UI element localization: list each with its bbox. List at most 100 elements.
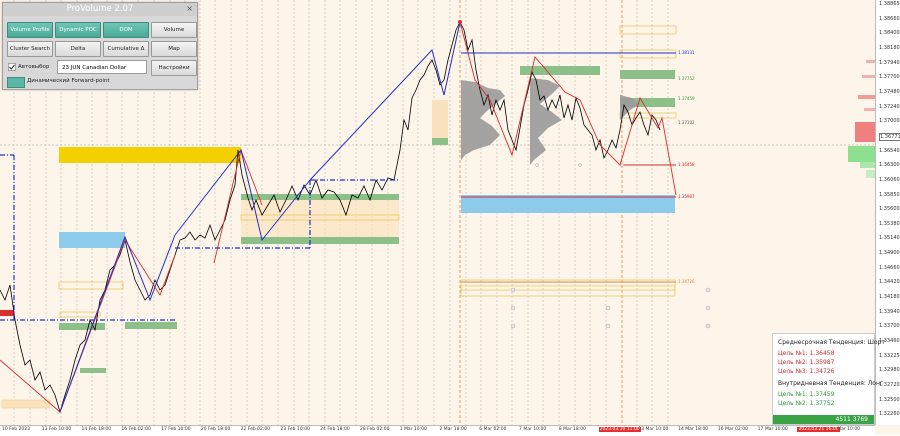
time-tick-label: 7 Mar 10:00	[519, 427, 547, 432]
delta-button[interactable]: Delta	[55, 41, 101, 57]
time-tick-label: 2023.03.10 11:00	[598, 427, 641, 432]
green-zone-8	[620, 98, 675, 107]
green-zone-1	[241, 237, 399, 244]
price-tick-label: 1.38400	[879, 30, 900, 37]
time-tick-label: 13 Feb 10:00	[41, 427, 72, 432]
pivot-markers	[510, 163, 711, 329]
cluster-search-button[interactable]: Cluster Search	[7, 41, 53, 57]
level-tag-red-1: 1.36458	[678, 162, 695, 167]
intraday-heading: Внутридневная Тенденция: Лонг	[778, 380, 884, 387]
price-tick-label: 1.34420	[879, 279, 900, 286]
volume-button[interactable]: Volume	[151, 22, 197, 38]
green-zone-2	[241, 194, 399, 200]
volume-profile-3	[620, 95, 640, 120]
price-tick-label: 1.33940	[879, 308, 900, 315]
price-tick-label: 1.37480	[879, 88, 900, 95]
price-tick-label: 1.32260	[879, 411, 900, 418]
price-tick-label: 1.33460	[879, 338, 900, 345]
yellow-outline-boxes	[58, 25, 677, 318]
time-tick-label: Mar 10:00	[837, 427, 861, 432]
price-tick-label: 1.38180	[879, 44, 900, 51]
intraday-target-2: Цель №2: 1.37752	[778, 400, 835, 407]
mid-target-1: Цель №1: 1.36458	[778, 350, 835, 357]
price-tick-label: 1.37240	[879, 103, 900, 110]
green-zone-9	[80, 368, 106, 373]
price-tick-label: 1.32980	[879, 367, 900, 374]
orange-zone-bottom	[1, 399, 51, 409]
chart-canvas[interactable]	[0, 0, 875, 425]
time-tick-label: 17 Mar 10:00	[757, 427, 788, 432]
time-tick-label: 17 Feb 10:00	[161, 427, 191, 432]
price-tick-label: 1.34180	[879, 294, 900, 301]
price-tick-label: 1.37000	[879, 118, 900, 125]
time-tick-label: 10 Feb 2023	[2, 427, 31, 432]
mid-target-2: Цель №2: 1.35987	[778, 359, 835, 366]
panel-title: ProVolume 2.07	[3, 3, 197, 16]
blue-trend-lines	[59, 21, 676, 413]
auto-select-checkbox-icon[interactable]	[8, 63, 16, 71]
time-tick-label: 2 Mar 18:00	[439, 427, 467, 432]
footer-bar: 4511 3769	[773, 415, 874, 424]
level-tag-red-2: 1.35987	[678, 194, 695, 199]
instrument-select[interactable]: 23 JUN Canadian Dollar	[57, 60, 147, 74]
time-axis[interactable]: 10 Feb 2023 13 Feb 10:00 14 Feb 18:00 16 Fe…	[0, 425, 875, 436]
intraday-target-1: Цель №1: 1.37459	[778, 391, 835, 398]
price-tick-label: 1.33700	[879, 323, 900, 330]
time-tick-label: 28 Feb 02:00	[359, 427, 390, 432]
dynamic-poc-button[interactable]: Dynamic POC	[55, 22, 101, 38]
time-tick-label: 8 Mar 18:00	[558, 427, 586, 432]
mid-term-heading: Среднесрочная Тенденция: Шорт	[778, 339, 885, 346]
map-button[interactable]: Map	[151, 41, 197, 57]
settings-button[interactable]: Настройки	[151, 60, 197, 76]
price-tick-label: 1.37940	[879, 59, 900, 66]
time-tick-label: 20 Feb 18:00	[200, 427, 231, 432]
green-zone-7	[620, 70, 675, 79]
volume-profile-button[interactable]: Volume Profile	[7, 22, 53, 38]
time-tick-label: 23 Feb 10:00	[280, 427, 310, 432]
price-tick-label: 1.35850	[879, 191, 900, 198]
level-tag-green-1: 1.37752	[678, 76, 695, 81]
time-tick-label: 14 Feb 18:00	[81, 427, 112, 432]
cumulative-delta-button[interactable]: Cumulative Δ	[103, 41, 149, 57]
level-tag-mid: 1.37102	[678, 120, 695, 125]
price-tick-label: 1.32500	[879, 396, 900, 403]
price-tick-label: 1.33225	[879, 352, 900, 359]
level-tag-orange: 1.34726	[678, 279, 695, 284]
time-tick-label: 2023.03.21 16:00	[797, 427, 840, 432]
price-tick-label: 1.35380	[879, 220, 900, 227]
close-icon[interactable]: ×	[186, 4, 193, 13]
price-axis[interactable]: 1.38865 1.38660 1.38400 1.38180 1.37940 1.377…	[875, 0, 900, 425]
time-tick-label: 14 Mar 18:00	[678, 427, 709, 432]
red-marker-left	[0, 310, 14, 316]
price-tick-label: 1.34900	[879, 250, 900, 257]
dom-button[interactable]: DOM	[103, 22, 149, 38]
price-tick-label: 1.34660	[879, 264, 900, 271]
mid-target-3: Цель №3: 1.34726	[778, 368, 835, 375]
price-tick-label: 1.36060	[879, 176, 900, 183]
price-tick-label: 1.38865	[879, 1, 900, 7]
green-zone-3	[59, 323, 105, 330]
demand-zone-blue-left	[59, 232, 125, 248]
price-chart[interactable]: 1.38131 1.37752 1.37459 1.37102 1.36458 …	[0, 0, 875, 425]
volume-profile-1	[461, 80, 505, 160]
supply-zone-gold	[59, 147, 241, 163]
green-zone-4	[125, 322, 177, 329]
blue-dashed-boundaries	[0, 154, 400, 321]
time-tick-label: 13 Mar 10:00	[638, 427, 669, 432]
price-tick-label: 1.36771	[879, 132, 900, 141]
auto-select-label: Автовыбор	[18, 64, 50, 70]
level-tag-green-2: 1.37459	[678, 96, 695, 101]
price-tick-label: 1.36540	[879, 147, 900, 154]
green-zone-6	[520, 66, 600, 75]
dynamic-fp-toggle[interactable]	[7, 77, 25, 88]
price-tick-label: 1.37700	[879, 74, 900, 81]
price-tick-label: 1.32720	[879, 382, 900, 389]
time-tick-label: 22 Feb 02:00	[240, 427, 271, 432]
time-tick-label: 1 Mar 10:00	[399, 427, 427, 432]
orange-zone-small	[432, 100, 448, 138]
volume-profile-2	[530, 78, 562, 165]
price-tick-label: 1.36300	[879, 162, 900, 169]
green-zone-5	[432, 137, 448, 145]
level-tag-blue: 1.38131	[678, 50, 695, 55]
